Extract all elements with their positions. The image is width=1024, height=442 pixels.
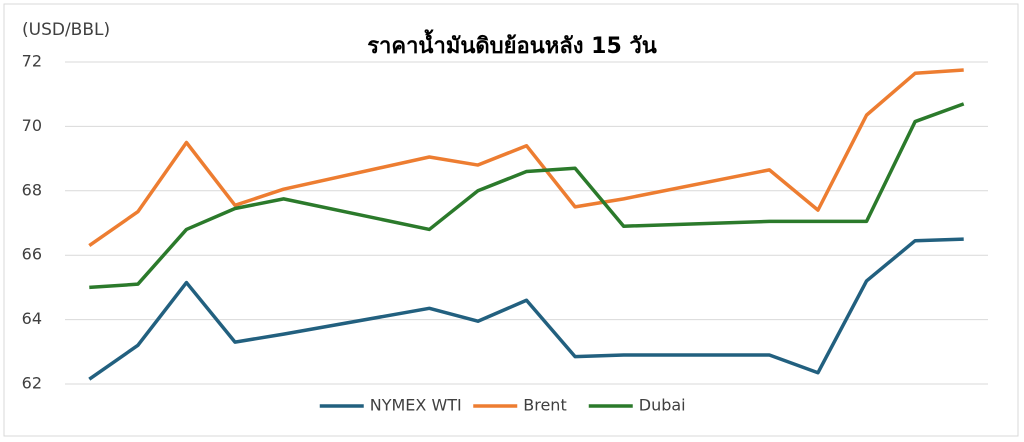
y-tick-label: 62 [22, 374, 42, 393]
legend-label: NYMEX WTI [370, 396, 462, 415]
y-axis-label: (USD/BBL) [22, 20, 110, 40]
legend-label: Brent [523, 396, 566, 415]
legend-label: Dubai [639, 396, 686, 415]
y-tick-label: 66 [22, 245, 42, 264]
y-tick-label: 68 [22, 180, 42, 199]
chart-title: ราคาน้ำมันดิบย้อนหลัง 15 วัน [367, 29, 657, 59]
series-line [89, 102, 965, 290]
y-tick-label: 72 [22, 52, 42, 71]
y-tick-label: 70 [22, 116, 42, 135]
series-line [88, 237, 964, 381]
series-line [88, 68, 964, 247]
y-tick-label: 64 [22, 309, 42, 328]
